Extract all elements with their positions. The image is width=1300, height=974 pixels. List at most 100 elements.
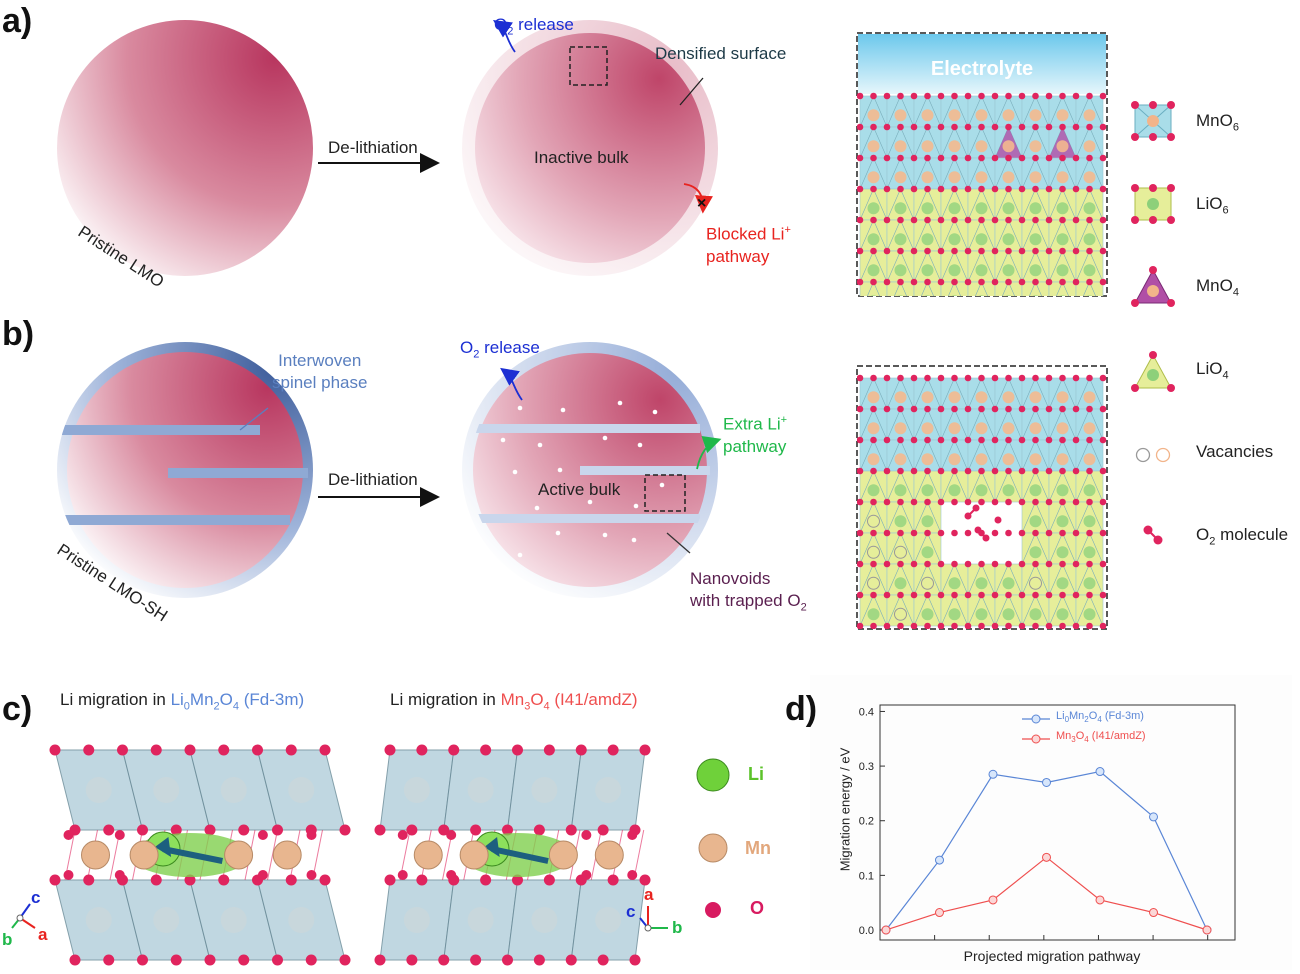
cation-site <box>1056 140 1069 153</box>
lattice-edge <box>954 95 969 128</box>
cation-site <box>1056 608 1069 621</box>
oxygen-atom <box>924 216 931 224</box>
oxygen-atom <box>897 560 904 568</box>
oxygen-atom <box>964 529 972 537</box>
lattice-a-grid <box>857 92 1107 317</box>
oxygen-atom <box>1086 498 1093 506</box>
oxygen-atom <box>1072 436 1080 444</box>
oxygen-atom <box>1045 247 1053 255</box>
oxygen-atom <box>978 216 985 224</box>
oxygen-atom <box>951 498 958 506</box>
oxygen-atom <box>607 744 619 756</box>
axis-triad-2 <box>639 906 668 932</box>
lattice-edge <box>981 126 996 159</box>
lattice-edge <box>859 250 874 283</box>
cation-site <box>948 264 961 277</box>
lattice-edge <box>954 594 969 627</box>
densified-surface-label: Densified surface <box>655 44 787 63</box>
lattice-edge <box>940 563 955 596</box>
mn-atom-bulk <box>595 777 622 803</box>
oxygen-atom <box>470 824 482 836</box>
oxygen-atom <box>1099 560 1107 568</box>
oxygen-atom <box>1086 467 1093 475</box>
axis1-c: c <box>31 888 41 907</box>
lattice-edge <box>886 439 901 472</box>
cation-site <box>1002 109 1015 122</box>
oxygen-atom <box>1045 185 1053 193</box>
lattice-edge <box>927 219 942 252</box>
lattice-edge <box>1021 250 1036 283</box>
lattice-cell <box>967 281 996 296</box>
legend-o2-molecule: O2 molecule <box>1196 525 1289 548</box>
oxygen-atom <box>1032 529 1039 537</box>
oxygen-atom <box>870 405 877 413</box>
cation-site <box>1083 202 1096 215</box>
oxygen-atom <box>937 278 945 286</box>
cation-site <box>867 202 880 215</box>
oxygen-atom <box>883 529 891 537</box>
series-2-point <box>1202 925 1212 935</box>
oxygen-atom <box>1045 591 1053 599</box>
axis2-b: b <box>672 918 683 937</box>
cation-site <box>921 515 934 528</box>
lattice-edge <box>900 439 915 472</box>
oxygen-atom <box>991 374 999 382</box>
series-1-point <box>1149 812 1158 822</box>
mn-atom-bulk <box>288 907 315 933</box>
cation-site <box>1002 391 1015 404</box>
cation-site <box>1056 171 1069 184</box>
oxygen-atom <box>384 874 396 886</box>
lattice-edge <box>1035 219 1050 252</box>
oxygen-atom <box>911 310 918 317</box>
oxygen-atom <box>870 622 877 629</box>
cation-site <box>1029 422 1042 435</box>
cation-site <box>1002 171 1015 184</box>
axis1-b: b <box>2 930 13 949</box>
oxygen-atom <box>339 954 351 966</box>
lattice-edge <box>1035 408 1050 441</box>
lattice-edge <box>927 594 942 627</box>
lattice-edge <box>1075 501 1090 534</box>
oxygen-atom <box>114 870 125 880</box>
oxygen-atom <box>446 830 457 840</box>
lattice-edge <box>886 594 901 627</box>
oxygen-atom <box>964 591 972 599</box>
oxygen-atom <box>639 744 651 756</box>
lattice-edge <box>1089 95 1104 128</box>
oxygen-atom <box>978 436 985 444</box>
oxygen-atom <box>924 123 931 131</box>
lattice-edge <box>1035 532 1050 565</box>
oxygen-atom <box>1086 622 1093 629</box>
lattice-edge <box>1021 408 1036 441</box>
lattice-edge <box>1062 532 1077 565</box>
oxygen-atom <box>924 405 931 413</box>
cation-site <box>1029 264 1042 277</box>
oxygen-atom <box>857 529 864 537</box>
cation-site <box>948 422 961 435</box>
oxygen-atom <box>103 824 115 836</box>
cation-site <box>921 453 934 466</box>
lattice-edge <box>940 594 955 627</box>
lattice-edge <box>1075 219 1090 252</box>
lattice-edge <box>1008 157 1023 190</box>
oxygen-atom <box>883 92 891 100</box>
cation-site <box>1029 233 1042 246</box>
lattice-edge <box>900 408 915 441</box>
cation-site <box>867 109 880 122</box>
oxygen-atom <box>1005 374 1012 382</box>
chart-background <box>810 675 1292 970</box>
oxygen-atom <box>1032 92 1039 100</box>
oxygen-atom <box>627 830 638 840</box>
lattice-edge <box>1089 281 1096 296</box>
oxygen-atom <box>512 744 523 756</box>
oxygen-atom <box>1045 123 1053 131</box>
panel-b-label: b) <box>2 315 35 353</box>
lattice-edge <box>886 188 901 221</box>
lattice-edge <box>886 501 901 534</box>
lattice-edge <box>967 408 982 441</box>
oxygen-atom <box>910 247 918 255</box>
lattice-edge <box>859 219 874 252</box>
oxygen-atom <box>937 498 945 506</box>
lattice-edge <box>940 408 955 441</box>
lattice-cell <box>859 281 888 296</box>
